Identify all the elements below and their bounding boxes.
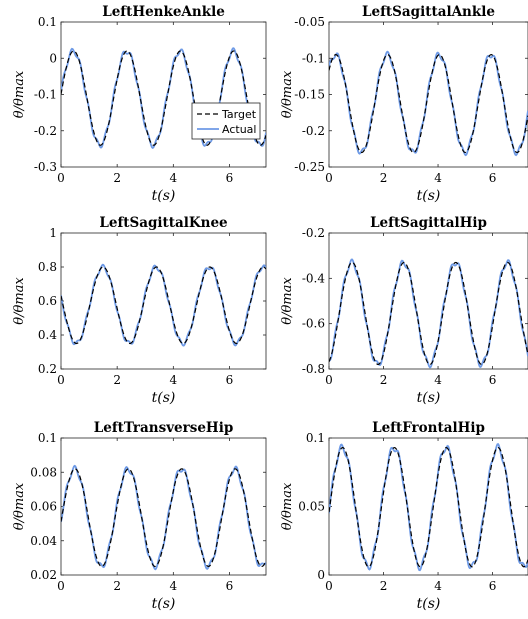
y-tick-label: 0.6 — [38, 294, 57, 308]
x-axis-label: t(s) — [152, 188, 176, 204]
x-tick-label: 2 — [380, 171, 388, 185]
y-tick-label: -0.05 — [294, 15, 325, 29]
y-tick-label: -0.3 — [34, 160, 57, 174]
legend-label-target: Target — [221, 108, 257, 121]
chart-title: LeftSagittalAnkle — [362, 4, 495, 20]
y-tick-label: 0.04 — [30, 534, 57, 548]
x-tick-label: 0 — [325, 579, 333, 593]
chart-title: LeftHenkeAnkle — [102, 4, 225, 20]
y-axis-label: θ/θmax — [280, 482, 295, 530]
legend: Target Actual — [191, 102, 261, 140]
plot-area-frame — [328, 437, 528, 576]
series-line-target — [61, 468, 266, 568]
chart-panel-4: LeftSagittalHip 0 2 4 6 -0.8 -0.6 -0.4 -0.2 t(s) θ… — [280, 215, 528, 406]
x-tick-label: 0 — [57, 373, 65, 387]
x-axis-label: t(s) — [152, 390, 176, 406]
x-tick-label: 6 — [489, 579, 497, 593]
x-tick-label: 6 — [226, 171, 234, 185]
y-tick-label: -0.2 — [302, 226, 325, 240]
y-tick-label: -0.4 — [302, 271, 326, 285]
series-line-target — [329, 54, 528, 154]
chart-title: LeftSagittalKnee — [99, 215, 227, 231]
x-tick-label: 4 — [434, 373, 442, 387]
x-tick-label: 4 — [434, 171, 442, 185]
x-axis-label: t(s) — [417, 596, 441, 612]
plot-area-frame — [60, 437, 267, 576]
x-tick-label: 4 — [170, 373, 178, 387]
plot-area-frame — [60, 21, 267, 168]
y-tick-label: 0.1 — [306, 431, 325, 445]
x-tick-label: 6 — [226, 579, 234, 593]
y-axis-label: θ/θmax — [280, 277, 295, 325]
chart-panel-1: LeftHenkeAnkle 0 2 4 6 -0.3 -0.2 -0.1 0 0.1 t(s) θ/… — [12, 4, 267, 204]
x-tick-label: 6 — [489, 171, 497, 185]
y-tick-label: -0.2 — [302, 124, 325, 138]
y-axis-label: θ/θmax — [280, 70, 295, 118]
x-tick-label: 0 — [325, 373, 333, 387]
y-tick-label: 1 — [49, 226, 57, 240]
x-tick-label: 0 — [57, 579, 65, 593]
chart-panel-5: LeftTransverseHip 0 2 4 6 0.02 0.04 0.06 0.08 0.1… — [12, 420, 267, 612]
y-tick-label: -0.15 — [294, 88, 325, 102]
chart-title: LeftTransverseHip — [94, 420, 234, 436]
x-axis-label: t(s) — [417, 188, 441, 204]
series-line-target — [61, 266, 266, 345]
y-tick-label: -0.6 — [302, 317, 325, 331]
x-tick-label: 2 — [113, 171, 121, 185]
x-tick-label: 2 — [380, 579, 388, 593]
y-axis-label: θ/θmax — [12, 70, 27, 118]
plot-area-frame — [328, 232, 528, 370]
y-tick-label: 0.4 — [38, 328, 57, 342]
x-axis-label: t(s) — [152, 596, 176, 612]
x-tick-label: 2 — [380, 373, 388, 387]
y-axis-label: θ/θmax — [12, 277, 27, 325]
y-tick-label: 0.1 — [38, 431, 57, 445]
x-tick-label: 4 — [434, 579, 442, 593]
y-tick-label: 0.02 — [30, 568, 57, 582]
x-tick-label: 6 — [489, 373, 497, 387]
x-tick-label: 2 — [113, 373, 121, 387]
x-tick-label: 4 — [170, 171, 178, 185]
series-line-target — [329, 261, 528, 366]
y-tick-label: 0.06 — [30, 500, 57, 514]
y-tick-label: -0.25 — [294, 160, 325, 174]
x-tick-label: 6 — [226, 373, 234, 387]
chart-panel-2: LeftSagittalAnkle 0 2 4 6 -0.25 -0.2 -0.15 -0.1 -… — [280, 4, 528, 204]
x-tick-label: 0 — [325, 171, 333, 185]
y-tick-label: 0.8 — [38, 260, 57, 274]
x-tick-label: 4 — [170, 579, 178, 593]
y-tick-label: -0.8 — [302, 362, 325, 376]
y-tick-label: 0.08 — [30, 465, 57, 479]
y-tick-label: -0.1 — [302, 51, 325, 65]
y-tick-label: -0.2 — [34, 124, 57, 138]
x-tick-label: 2 — [113, 579, 121, 593]
series-line-target — [61, 50, 266, 146]
y-tick-label: 0 — [317, 568, 325, 582]
y-tick-label: 0.1 — [38, 15, 57, 29]
chart-title: LeftFrontalHip — [372, 420, 485, 436]
y-tick-label: -0.1 — [34, 88, 57, 102]
chart-title: LeftSagittalHip — [370, 215, 487, 231]
series-line-target — [329, 446, 528, 568]
x-axis-label: t(s) — [417, 390, 441, 406]
y-tick-label: 0.2 — [38, 362, 57, 376]
legend-box — [191, 102, 261, 140]
chart-panel-6: LeftFrontalHip 0 2 4 6 0 0.05 0.1 t(s) θ/θmax — [280, 420, 528, 612]
y-axis-label: θ/θmax — [12, 482, 27, 530]
x-tick-label: 0 — [57, 171, 65, 185]
series-line-actual — [329, 50, 528, 157]
y-tick-label: 0 — [49, 51, 57, 65]
chart-panel-3: LeftSagittalKnee 0 2 4 6 0.2 0.4 0.6 0.8 1 t(s) θ/θ… — [12, 215, 267, 406]
y-tick-label: 0.05 — [298, 500, 325, 514]
plot-area-frame — [60, 232, 267, 370]
legend-label-actual: Actual — [222, 123, 256, 136]
